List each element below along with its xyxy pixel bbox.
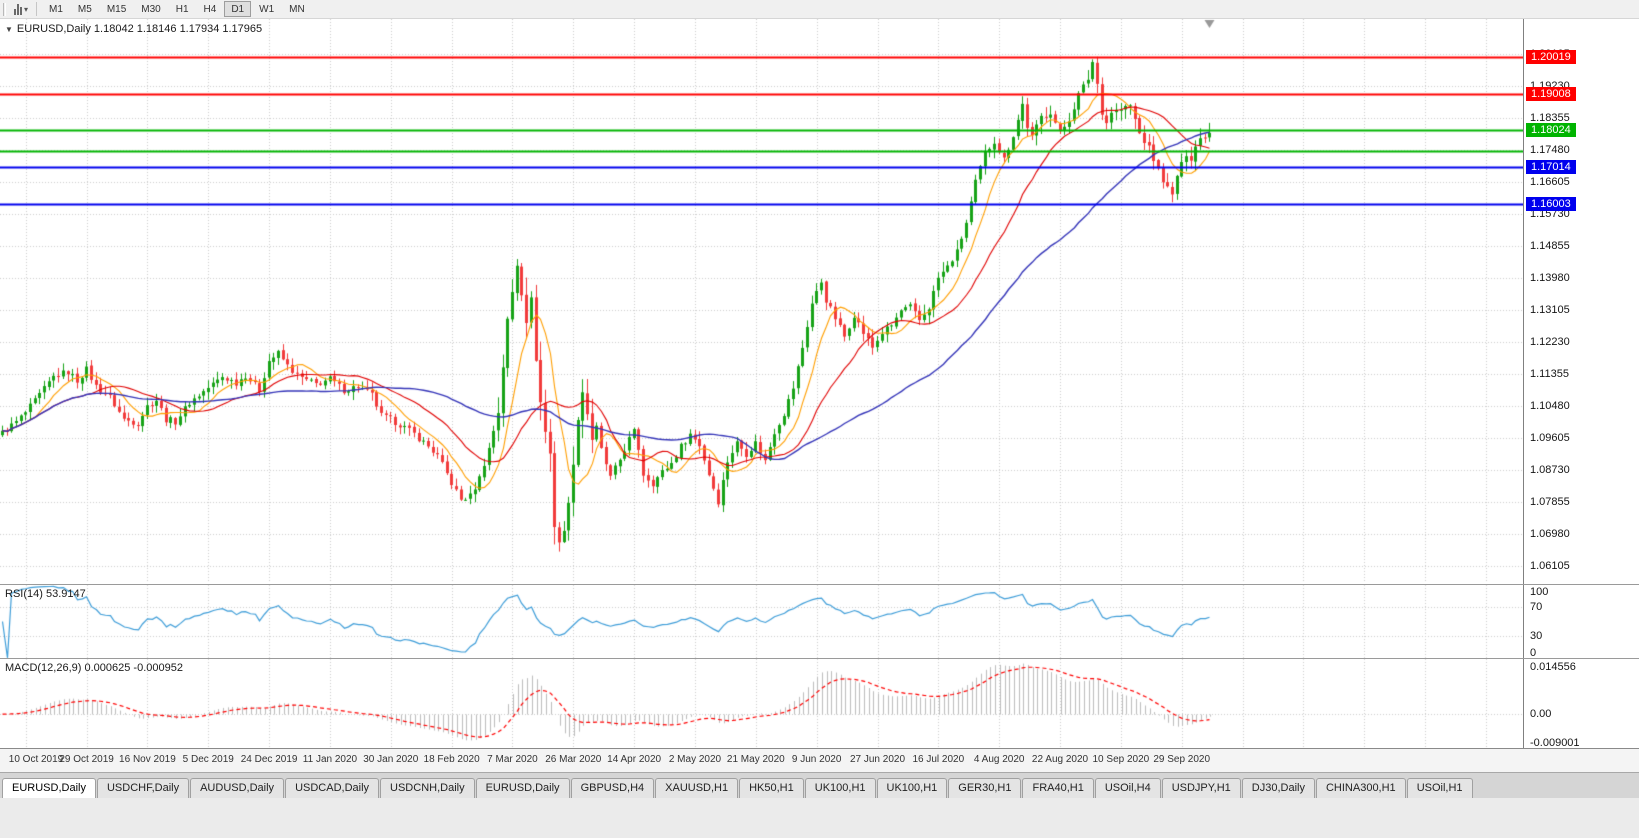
price-tick: 1.14855: [1530, 240, 1570, 252]
date-label: 5 Dec 2019: [182, 754, 234, 765]
chart-tab-gbpusd-h4[interactable]: GBPUSD,H4: [570, 778, 655, 798]
timeframe-button-w1[interactable]: W1: [259, 4, 275, 15]
price-chart-canvas[interactable]: [0, 19, 1523, 748]
chart-type-button[interactable]: ▾: [11, 3, 31, 16]
chevron-down-icon: ▾: [24, 4, 29, 14]
one-click-trading-toggle[interactable]: ▼: [5, 24, 13, 34]
chart-tab-china300-h1[interactable]: CHINA300,H1: [1315, 778, 1406, 798]
rsi-indicator-label: RSI(14) 53.9147: [5, 588, 86, 600]
price-tick: 1.15730: [1530, 208, 1570, 220]
date-label: 27 Jun 2020: [849, 754, 906, 765]
chart-ohlc-label: ▼ EURUSD,Daily 1.18042 1.18146 1.17934 1…: [5, 23, 262, 35]
chart-tab-eurusd-daily[interactable]: EURUSD,Daily: [2, 778, 96, 798]
price-tick: 1.16605: [1530, 176, 1570, 188]
timeframe-button-h1[interactable]: H1: [175, 4, 189, 15]
price-tick: 1.06980: [1530, 528, 1570, 540]
chart-tab-audusd-daily[interactable]: AUDUSD,Daily: [190, 778, 285, 798]
date-label: 22 Aug 2020: [1031, 754, 1089, 765]
timeframe-button-d1[interactable]: D1: [224, 1, 252, 17]
price-line-label: 1.19008: [1526, 87, 1576, 101]
price-tick: 1.11355: [1530, 368, 1569, 380]
date-label: 7 Mar 2020: [487, 754, 538, 765]
toolbar: ▾ M1 M5 M15 M30 H1 H4 D1 W1 MN: [0, 0, 1639, 19]
price-tick: 1.12230: [1530, 336, 1570, 348]
chart-tab-eurusd-daily[interactable]: EURUSD,Daily: [475, 778, 570, 798]
panel-separator[interactable]: [0, 584, 1639, 585]
panel-separator[interactable]: [0, 658, 1639, 659]
rsi-axis-label: 30: [1530, 630, 1543, 642]
price-tick: 1.07855: [1530, 496, 1570, 508]
date-label: 9 Jun 2020: [791, 754, 842, 765]
price-tick: 1.13105: [1530, 304, 1570, 316]
chart-tab-ger30-h1[interactable]: GER30,H1: [948, 778, 1022, 798]
chart-tab-uk100-h1[interactable]: UK100,H1: [876, 778, 948, 798]
timeframe-button-m5[interactable]: M5: [77, 4, 92, 15]
date-label: 10 Sep 2020: [1092, 754, 1150, 765]
price-tick: 1.10480: [1530, 400, 1570, 412]
timeframe-button-m15[interactable]: M15: [106, 4, 127, 15]
rsi-axis-label: 70: [1530, 601, 1543, 613]
date-label: 14 Apr 2020: [607, 754, 662, 765]
chart-tab-xauusd-h1[interactable]: XAUUSD,H1: [655, 778, 739, 798]
timeframe-button-mn[interactable]: MN: [289, 4, 305, 15]
chart-tab-uk100-h1[interactable]: UK100,H1: [804, 778, 876, 798]
macd-axis-label: -0.009001: [1530, 737, 1580, 748]
macd-axis-label: 0.00: [1530, 708, 1552, 720]
price-tick: 1.08730: [1530, 464, 1570, 476]
price-line-label: 1.18024: [1526, 123, 1576, 137]
toolbar-separator: [36, 2, 38, 16]
macd-indicator-label: MACD(12,26,9) 0.000625 -0.000952: [5, 662, 183, 674]
date-label: 2 May 2020: [668, 754, 722, 765]
chart-tab-usdcad-daily[interactable]: USDCAD,Daily: [285, 778, 380, 798]
date-label: 26 Mar 2020: [545, 754, 602, 765]
date-label: 11 Jan 2020: [302, 754, 358, 765]
date-label: 29 Sep 2020: [1153, 754, 1211, 765]
price-line-label: 1.17014: [1526, 160, 1576, 174]
date-label: 29 Oct 2019: [59, 754, 114, 765]
chart-tab-usdjpy-h1[interactable]: USDJPY,H1: [1161, 778, 1241, 798]
chart-tab-hk50-h1[interactable]: HK50,H1: [739, 778, 804, 798]
date-label: 4 Aug 2020: [973, 754, 1025, 765]
price-axis[interactable]: 1.201051.192301.183551.174801.166051.157…: [1523, 19, 1639, 748]
price-tick: 1.09605: [1530, 432, 1570, 444]
chart-tab-fra40-h1[interactable]: FRA40,H1: [1022, 778, 1094, 798]
date-label: 24 Dec 2019: [240, 754, 298, 765]
chart-tab-usoil-h1[interactable]: USOil,H1: [1406, 778, 1473, 798]
chart-tab-dj30-daily[interactable]: DJ30,Daily: [1241, 778, 1315, 798]
chart-tabs-bar: EURUSD,Daily USDCHF,Daily AUDUSD,Daily USDC…: [0, 772, 1639, 798]
status-area: [0, 798, 1639, 838]
price-line-label: 1.20019: [1526, 50, 1576, 64]
price-tick: 1.17480: [1530, 144, 1570, 156]
date-label: 18 Feb 2020: [423, 754, 480, 765]
candlestick-chart-icon: [14, 3, 23, 15]
date-label: 30 Jan 2020: [363, 754, 419, 765]
date-label: 16 Jul 2020: [912, 754, 965, 765]
price-line-label: 1.16003: [1526, 197, 1576, 211]
price-tick: 1.13980: [1530, 272, 1570, 284]
rsi-axis-label: 0: [1530, 647, 1537, 659]
timeframe-buttons: M1 M5 M15 M30 H1 H4 D1 W1 MN: [42, 0, 313, 19]
timeframe-button-m1[interactable]: M1: [49, 4, 63, 15]
toolbar-grip[interactable]: [3, 2, 6, 16]
rsi-axis-label: 100: [1530, 586, 1549, 598]
timeframe-button-h4[interactable]: H4: [203, 4, 217, 15]
date-label: 10 Oct 2019: [8, 754, 64, 765]
chart-header-text: EURUSD,Daily 1.18042 1.18146 1.17934 1.1…: [16, 23, 263, 35]
chart-tab-usoil-h4[interactable]: USOil,H4: [1094, 778, 1161, 798]
macd-axis-label: 0.014556: [1530, 661, 1576, 673]
price-tick: 1.18355: [1530, 112, 1570, 124]
timeframe-button-m30[interactable]: M30: [141, 4, 161, 15]
date-label: 16 Nov 2019: [119, 754, 176, 765]
time-axis[interactable]: 10 Oct 2019 29 Oct 2019 16 Nov 2019 5 Dec 2…: [0, 748, 1639, 772]
chart-tab-usdcnh-daily[interactable]: USDCNH,Daily: [380, 778, 475, 798]
date-label: 21 May 2020: [726, 754, 785, 765]
chart-tab-usdchf-daily[interactable]: USDCHF,Daily: [96, 778, 190, 798]
price-tick: 1.06105: [1530, 560, 1570, 572]
